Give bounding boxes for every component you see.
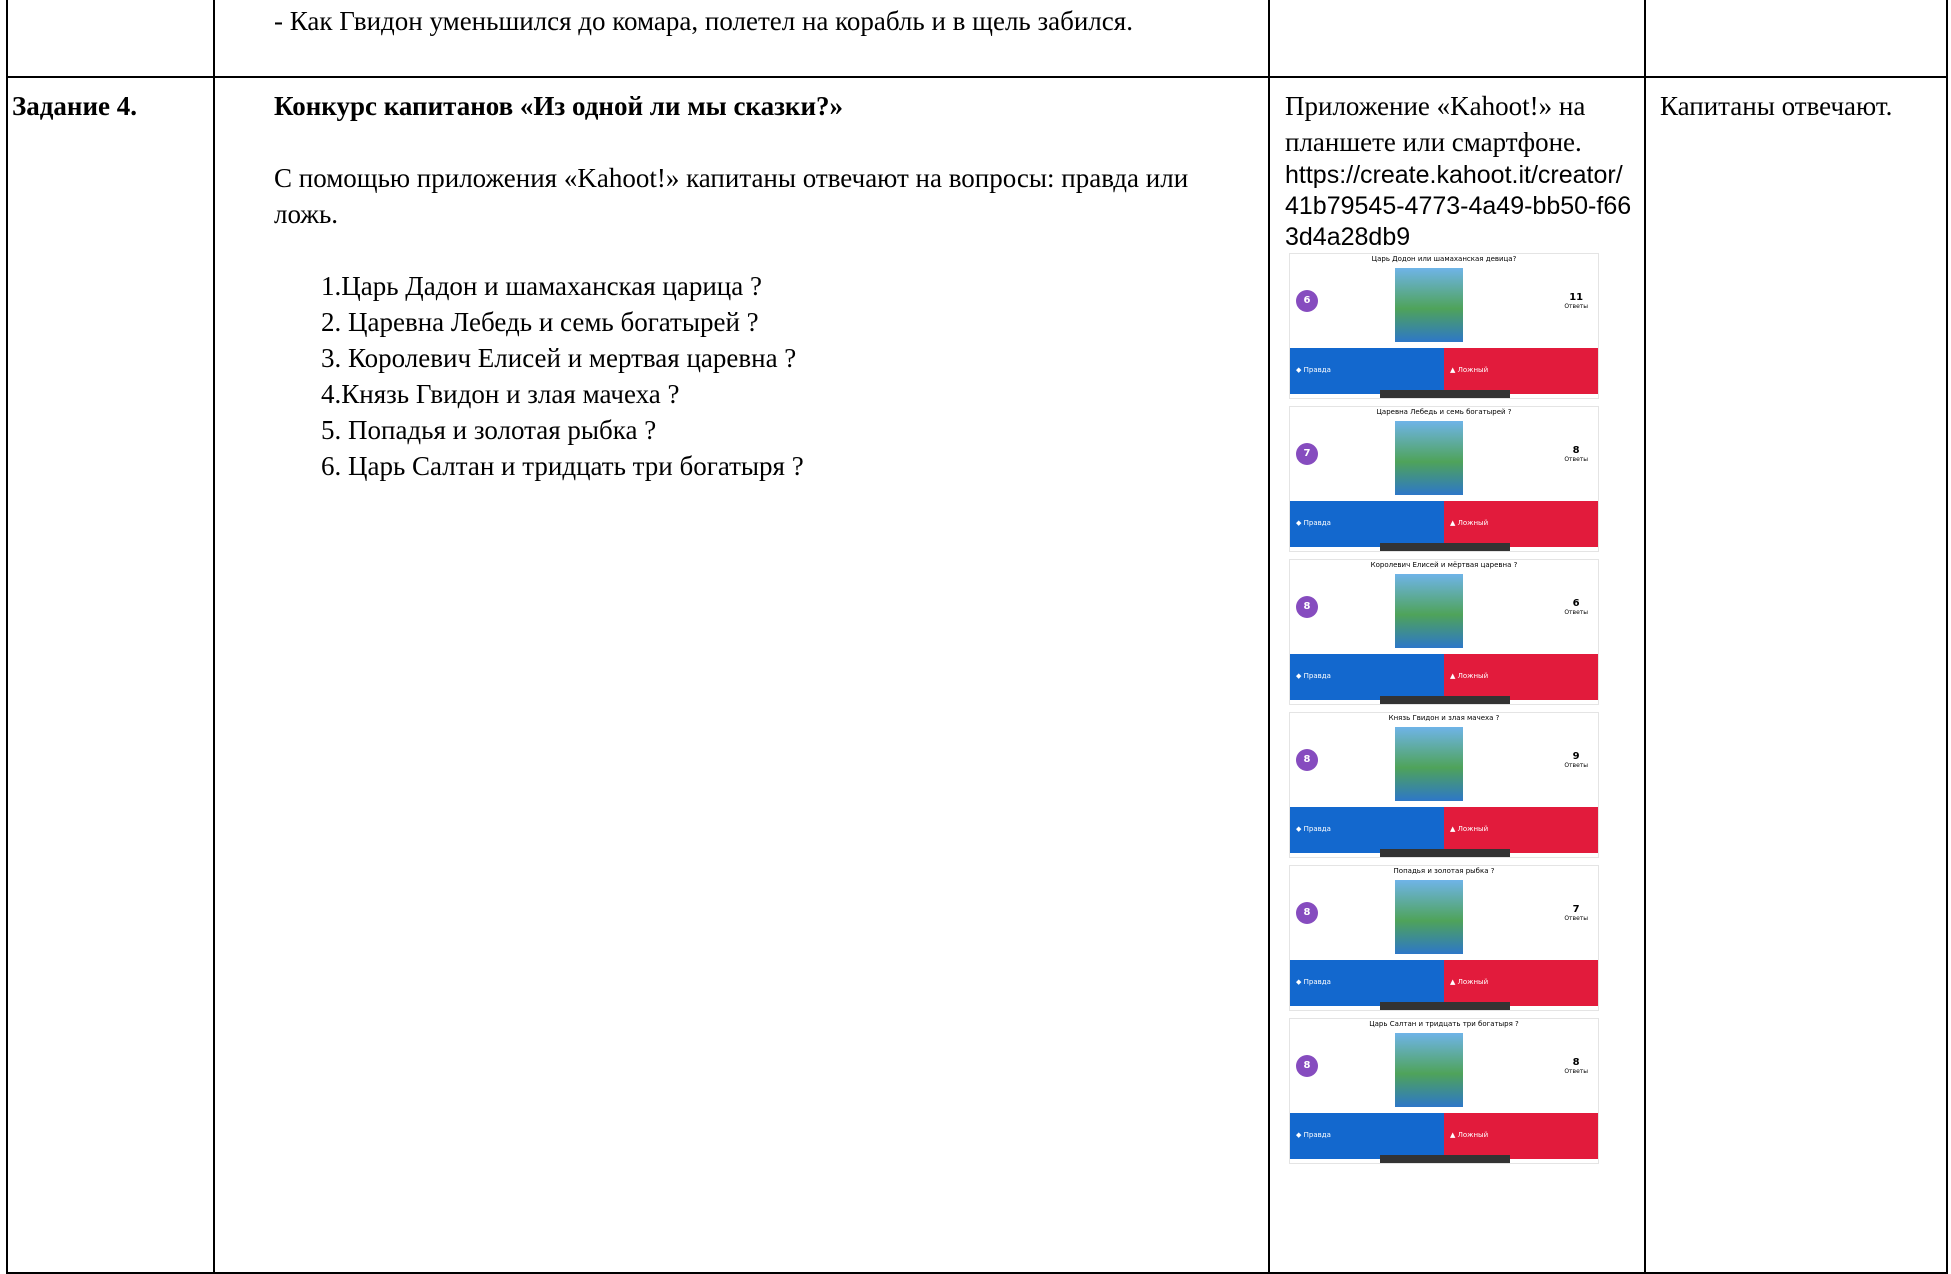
question: Королевич Елисей и мёртвая царевна ?: [1370, 561, 1518, 569]
toolbar: [1380, 543, 1510, 551]
task-label: Задание 4.: [12, 91, 138, 121]
count: 11: [1569, 292, 1584, 303]
picture: [1395, 727, 1463, 801]
border: [6, 76, 1948, 78]
kahoot-screenshot: Попадья и золотая рыбка ? 8 7 Ответы ◆ Правд…: [1289, 865, 1599, 1011]
result-text: Капитаны отвечают.: [1660, 91, 1893, 121]
count: 7: [1572, 904, 1580, 915]
question-number: 7: [1296, 443, 1318, 465]
picture: [1395, 1033, 1463, 1107]
question: Князь Гвидон и злая мачеха ?: [1388, 714, 1500, 722]
question-number: 8: [1296, 902, 1318, 924]
kahoot-screenshot: Королевич Елисей и мёртвая царевна ? 8 6 От…: [1289, 559, 1599, 705]
false-button: ▲ Ложный: [1444, 654, 1598, 700]
question: Царь Додон или шамаханская девица?: [1371, 255, 1517, 263]
border: [1644, 0, 1646, 1274]
count: 6: [1572, 598, 1580, 609]
picture: [1395, 574, 1463, 648]
question: Царь Салтан и тридцать три богатыря ?: [1369, 1020, 1519, 1028]
list-item: 3. Королевич Елисей и мертвая царевна ?: [321, 343, 797, 373]
true-button: ◆ Правда: [1290, 960, 1444, 1006]
false-button: ▲ Ложный: [1444, 960, 1598, 1006]
border: [6, 0, 8, 1274]
kahoot-screenshot: Царь Додон или шамаханская девица? 6 11 Отв…: [1289, 253, 1599, 399]
count-label: Ответы: [1564, 456, 1588, 463]
toolbar: [1380, 696, 1510, 704]
count-label: Ответы: [1564, 609, 1588, 616]
true-button: ◆ Правда: [1290, 348, 1444, 394]
list-item: 4.Князь Гвидон и злая мачеха ?: [321, 379, 680, 409]
answer-count: 6 Ответы: [1564, 598, 1588, 616]
count-label: Ответы: [1564, 762, 1588, 769]
border: [1268, 0, 1270, 1274]
count-label: Ответы: [1564, 303, 1588, 310]
false-button: ▲ Ложный: [1444, 1113, 1598, 1159]
count-label: Ответы: [1564, 1068, 1588, 1075]
answer-count: 8 Ответы: [1564, 1057, 1588, 1075]
toolbar: [1380, 390, 1510, 398]
paragraph: С помощью приложения «Kahoot!» капитаны …: [274, 163, 1189, 229]
kahoot-screenshot: Князь Гвидон и злая мачеха ? 8 9 Ответы ◆ Пр…: [1289, 712, 1599, 858]
question: Попадья и золотая рыбка ?: [1393, 867, 1495, 875]
list-item: 1.Царь Дадон и шамаханская царица ?: [321, 271, 762, 301]
toolbar: [1380, 1002, 1510, 1010]
resource-text: Приложение «Kahoot!» на планшете или сма…: [1285, 91, 1586, 157]
kahoot-screenshot: Царевна Лебедь и семь богатырей ? 7 8 Ответ…: [1289, 406, 1599, 552]
list-item: 2. Царевна Лебедь и семь богатырей ?: [321, 307, 759, 337]
screenshots: Царь Додон или шамаханская девица? 6 11 Отв…: [1289, 253, 1635, 1164]
answer-count: 8 Ответы: [1564, 445, 1588, 463]
question: Царевна Лебедь и семь богатырей ?: [1376, 408, 1512, 416]
question-number: 8: [1296, 749, 1318, 771]
picture: [1395, 880, 1463, 954]
border: [213, 0, 215, 1274]
heading: Конкурс капитанов «Из одной ли мы сказки…: [274, 91, 844, 121]
picture: [1395, 268, 1463, 342]
question-number: 6: [1296, 290, 1318, 312]
count: 8: [1572, 1057, 1580, 1068]
border: [6, 1272, 1948, 1274]
count: 8: [1572, 445, 1580, 456]
question-list: 1.Царь Дадон и шамаханская царица ? 2. Ца…: [321, 268, 804, 484]
true-button: ◆ Правда: [1290, 501, 1444, 547]
false-button: ▲ Ложный: [1444, 501, 1598, 547]
toolbar: [1380, 1155, 1510, 1163]
url: https://create.kahoot.it/creator/41b7954…: [1285, 161, 1632, 251]
count-label: Ответы: [1564, 915, 1588, 922]
border: [1946, 0, 1948, 1274]
true-button: ◆ Правда: [1290, 1113, 1444, 1159]
question-number: 8: [1296, 1055, 1318, 1077]
list-item: 5. Попадья и золотая рыбка ?: [321, 415, 657, 445]
question-number: 8: [1296, 596, 1318, 618]
true-button: ◆ Правда: [1290, 654, 1444, 700]
answer-count: 9 Ответы: [1564, 751, 1588, 769]
list-item: 6. Царь Салтан и тридцать три богатыря ?: [321, 451, 804, 481]
resource-cell: Приложение «Kahoot!» на планшете или сма…: [1285, 88, 1635, 1171]
cell-text: - Как Гвидон уменьшился до комара, полет…: [274, 6, 1133, 36]
kahoot-screenshot: Царь Салтан и тридцать три богатыря ? 8 8 О…: [1289, 1018, 1599, 1164]
answer-count: 7 Ответы: [1564, 904, 1588, 922]
answer-count: 11 Ответы: [1564, 292, 1588, 310]
count: 9: [1572, 751, 1580, 762]
picture: [1395, 421, 1463, 495]
false-button: ▲ Ложный: [1444, 807, 1598, 853]
toolbar: [1380, 849, 1510, 857]
false-button: ▲ Ложный: [1444, 348, 1598, 394]
true-button: ◆ Правда: [1290, 807, 1444, 853]
